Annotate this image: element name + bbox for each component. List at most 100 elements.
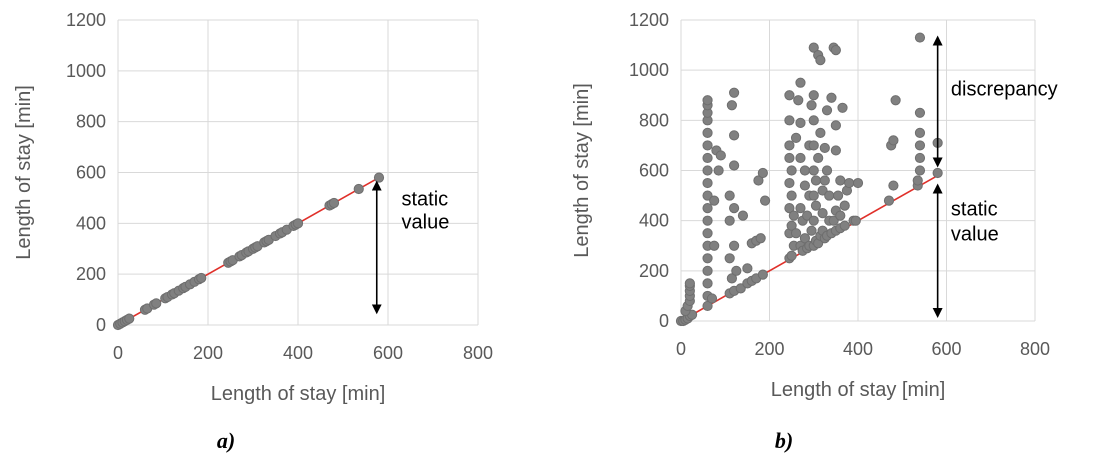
data-point [787, 191, 796, 200]
y-axis-title: Length of stay [min] [571, 83, 593, 258]
data-point [831, 46, 840, 55]
data-point [814, 153, 823, 162]
x-tick-label: 400 [283, 343, 313, 363]
subfigure-caption: a) [217, 428, 235, 453]
data-point [743, 264, 752, 273]
data-point [787, 251, 796, 260]
data-point [703, 279, 712, 288]
data-point [822, 166, 831, 175]
data-point [791, 133, 800, 142]
data-point [915, 153, 924, 162]
data-points [113, 173, 383, 330]
annotation-text: static [951, 199, 998, 221]
y-tick-label: 1200 [66, 10, 106, 30]
annotation-text: value [402, 211, 450, 233]
data-point [820, 176, 829, 185]
data-point [809, 191, 818, 200]
data-point [853, 178, 862, 187]
data-point [293, 219, 302, 228]
data-point [374, 173, 383, 182]
data-point [809, 166, 818, 175]
data-point [915, 166, 924, 175]
data-point [851, 216, 860, 225]
data-point [840, 221, 849, 230]
data-point [816, 56, 825, 65]
data-point [730, 131, 739, 140]
data-point [809, 91, 818, 100]
data-point [915, 128, 924, 137]
data-point [796, 78, 805, 87]
data-point [703, 128, 712, 137]
data-point [816, 128, 825, 137]
y-tick-label: 800 [639, 110, 669, 130]
data-point [796, 204, 805, 213]
data-point [725, 254, 734, 263]
data-point [787, 166, 796, 175]
x-tick-label: 600 [931, 339, 961, 359]
scatter-chart-a: 0 200 400 600 800 1000 1200 0 200 400 600 800 Length… [0, 0, 540, 461]
data-point [703, 216, 712, 225]
x-tick-label: 0 [113, 343, 123, 363]
data-point [915, 33, 924, 42]
subfigure-caption: b) [775, 428, 793, 453]
y-tick-label: 200 [639, 261, 669, 281]
data-point [197, 273, 206, 282]
data-point [703, 141, 712, 150]
x-axis-title: Length of stay [min] [771, 379, 946, 401]
data-point [707, 294, 716, 303]
data-point [703, 178, 712, 187]
data-point [820, 143, 829, 152]
y-tick-label: 400 [639, 211, 669, 231]
data-point [730, 161, 739, 170]
chart-panel-a: 0 200 400 600 800 1000 1200 0 200 400 600 800 Length… [0, 0, 540, 461]
data-point [845, 178, 854, 187]
y-tick-label: 400 [76, 213, 106, 233]
data-point [913, 176, 922, 185]
data-point [710, 196, 719, 205]
data-point [811, 201, 820, 210]
data-point [800, 166, 809, 175]
data-point [760, 196, 769, 205]
data-point [827, 93, 836, 102]
y-tick-label: 1000 [66, 61, 106, 81]
data-point [831, 121, 840, 130]
data-point [730, 204, 739, 213]
data-point [915, 108, 924, 117]
data-point [800, 181, 809, 190]
data-point [807, 101, 816, 110]
data-point [884, 196, 893, 205]
y-tick-label: 0 [96, 315, 106, 335]
data-point [791, 229, 800, 238]
data-point [703, 254, 712, 263]
data-point [710, 241, 719, 250]
data-point [831, 146, 840, 155]
data-point [915, 141, 924, 150]
data-points [676, 33, 942, 326]
data-point [838, 103, 847, 112]
x-tick-label: 0 [676, 339, 686, 359]
data-point [725, 191, 734, 200]
data-point [703, 229, 712, 238]
data-point [933, 168, 942, 177]
data-point [807, 226, 816, 235]
x-tick-label: 800 [1020, 339, 1050, 359]
y-tick-label: 800 [76, 112, 106, 132]
data-point [152, 299, 161, 308]
grid [118, 20, 478, 325]
data-point [703, 266, 712, 275]
x-axis-title: Length of stay [min] [211, 383, 386, 405]
data-point [730, 241, 739, 250]
data-point [785, 91, 794, 100]
y-tick-label: 600 [639, 161, 669, 181]
data-point [685, 279, 694, 288]
data-point [822, 106, 831, 115]
data-point [703, 166, 712, 175]
y-tick-label: 1000 [629, 60, 669, 80]
data-point [725, 216, 734, 225]
data-point [732, 266, 741, 275]
data-point [825, 191, 834, 200]
data-point [836, 176, 845, 185]
data-point [811, 176, 820, 185]
x-tick-label: 200 [754, 339, 784, 359]
data-point [730, 88, 739, 97]
